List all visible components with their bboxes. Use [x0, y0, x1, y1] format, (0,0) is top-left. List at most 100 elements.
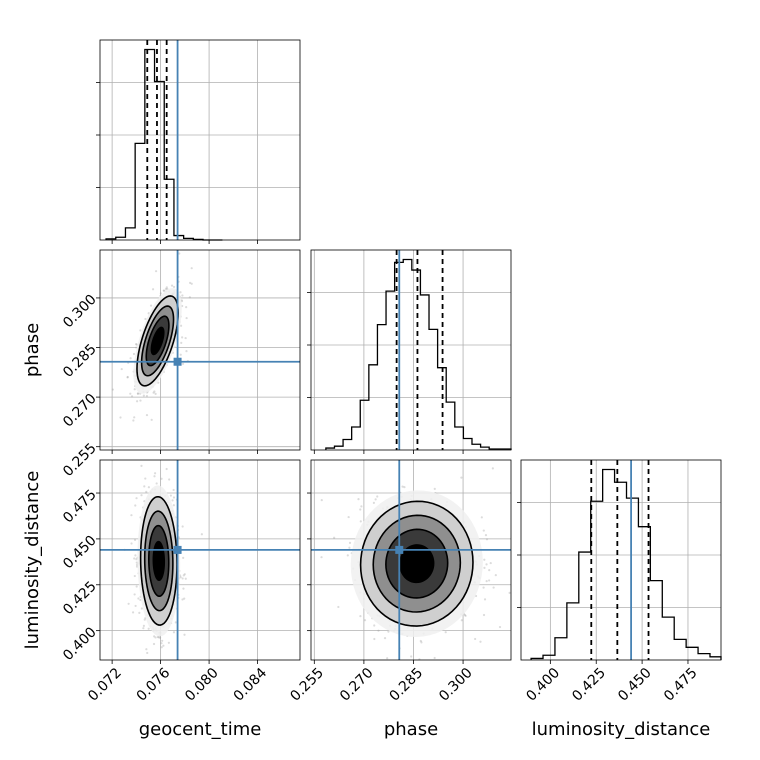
sample-point — [427, 684, 429, 686]
sample-point — [145, 490, 148, 493]
panel-frame — [520, 459, 722, 661]
sample-point — [145, 394, 149, 398]
y-tick-label-luminosity_distance: 0.425 — [60, 578, 100, 618]
sample-point — [188, 281, 192, 284]
sample-point — [133, 574, 136, 578]
sample-point — [420, 641, 423, 644]
y-axis-label-phase: phase — [22, 323, 43, 377]
x-tick-label-luminosity_distance: 0.400 — [523, 665, 563, 705]
sample-point — [144, 317, 147, 321]
sample-point — [474, 637, 477, 641]
sample-point — [320, 499, 323, 502]
sample-point — [179, 353, 182, 356]
contour-line — [139, 495, 178, 626]
scatter-panel-geocent_time-luminosity_distance — [99, 416, 301, 680]
sample-point — [152, 642, 156, 646]
sample-point — [159, 292, 162, 295]
sample-point — [200, 533, 203, 536]
sample-point — [170, 284, 174, 287]
sample-point — [185, 350, 188, 353]
sample-point — [418, 658, 421, 660]
sample-point — [163, 289, 166, 292]
sample-point — [483, 566, 486, 569]
sample-point — [348, 541, 352, 544]
contour-line — [385, 528, 449, 599]
histogram-geocent_time — [105, 48, 223, 241]
sample-point — [359, 615, 362, 618]
sample-point — [137, 678, 139, 680]
sample-point — [134, 604, 137, 608]
sample-point — [143, 485, 146, 488]
x-tick-label-luminosity_distance: 0.475 — [661, 665, 701, 705]
sample-point — [488, 579, 491, 582]
sample-point — [360, 505, 363, 508]
sample-point — [190, 267, 193, 270]
grid — [521, 460, 721, 660]
panel-frame — [99, 249, 301, 451]
sample-point — [134, 343, 138, 346]
sample-point — [149, 304, 153, 307]
sample-point — [183, 573, 186, 576]
sample-point — [162, 644, 165, 647]
sample-point — [126, 375, 129, 379]
y-tick-label-luminosity_distance: 0.475 — [60, 487, 100, 527]
sample-point — [181, 336, 184, 339]
sample-point — [460, 476, 463, 479]
sample-point — [144, 477, 147, 480]
sample-point — [168, 478, 171, 481]
sample-point — [517, 504, 519, 506]
sample-point — [179, 324, 183, 327]
sample-point — [156, 635, 159, 639]
sample-point — [172, 504, 175, 507]
sample-point — [174, 621, 177, 624]
sample-point — [178, 252, 181, 255]
sample-point — [183, 633, 186, 636]
sample-point — [130, 542, 133, 545]
contour-line — [359, 500, 474, 627]
sample-point — [508, 591, 511, 594]
sample-point — [484, 534, 488, 537]
density-level — [154, 334, 161, 348]
sample-point — [119, 450, 121, 452]
sample-point — [347, 515, 350, 519]
sample-point — [482, 613, 486, 617]
contour-line — [372, 514, 462, 613]
sample-point — [488, 569, 491, 572]
contour-line — [136, 295, 179, 387]
sample-point — [135, 497, 138, 500]
histogram-phase — [325, 258, 512, 450]
sample-point — [131, 416, 133, 418]
sample-point — [188, 296, 191, 299]
y-tick-label-phase: 0.270 — [60, 391, 100, 431]
sample-point — [403, 486, 406, 489]
sample-point — [162, 289, 165, 292]
sample-point — [161, 639, 164, 642]
sample-point — [140, 494, 143, 497]
sample-point — [154, 270, 158, 273]
sample-point — [373, 624, 376, 627]
sample-point — [139, 399, 142, 402]
histogram-panel-geocent_time — [96, 39, 301, 241]
sample-point — [268, 525, 270, 527]
sample-point — [140, 607, 143, 610]
sample-point — [376, 495, 379, 498]
x-tick-label-phase: 0.300 — [436, 665, 476, 705]
truth-marker — [173, 545, 182, 554]
sample-point — [479, 640, 482, 643]
y-tick-label-luminosity_distance: 0.450 — [60, 533, 100, 573]
truth-marker — [173, 357, 182, 366]
sample-point — [401, 485, 404, 488]
sample-point — [147, 627, 150, 630]
sample-point — [135, 558, 138, 561]
grid — [311, 250, 511, 450]
sample-point — [172, 496, 176, 499]
sample-point — [482, 529, 485, 532]
y-tick-label-phase: 0.300 — [60, 292, 100, 332]
sample-point — [160, 646, 163, 649]
x-tick-label-luminosity_distance: 0.425 — [569, 665, 609, 705]
sample-point — [491, 467, 494, 470]
sample-point — [135, 585, 138, 588]
sample-point — [337, 605, 340, 609]
sample-point — [132, 419, 135, 422]
panel-frame — [310, 249, 512, 451]
